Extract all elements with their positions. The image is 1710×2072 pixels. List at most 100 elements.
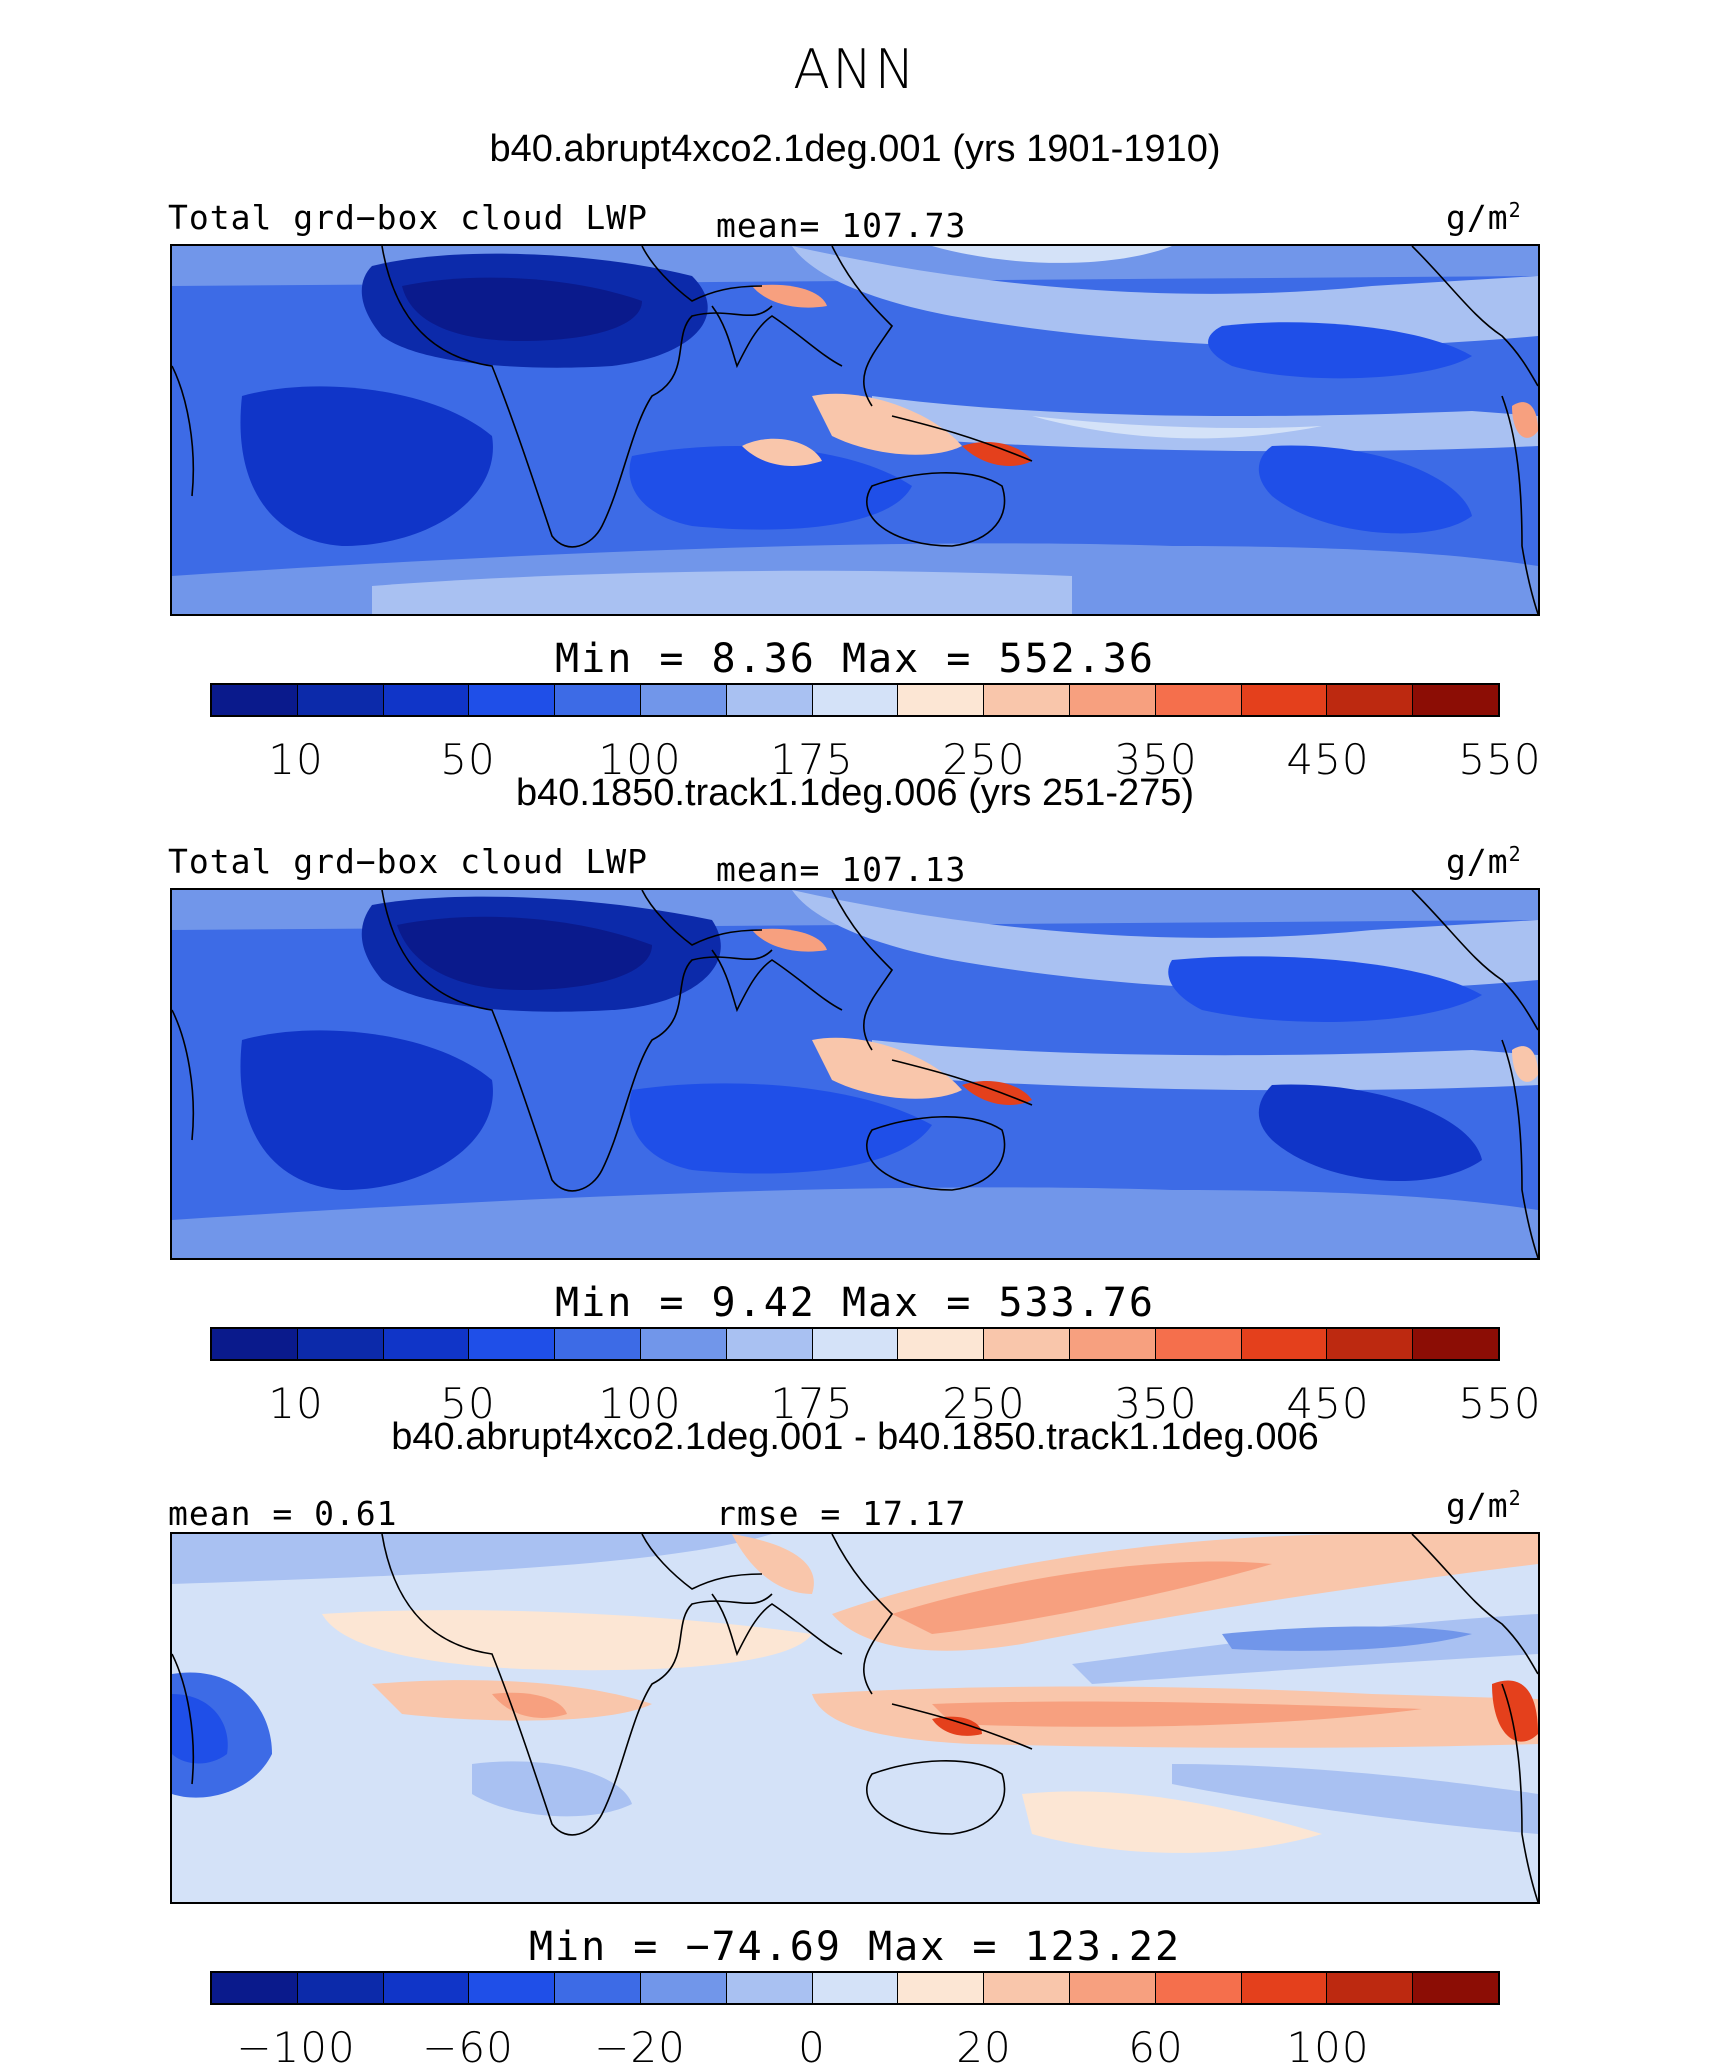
field-region <box>1492 1680 1538 1742</box>
colorbar-swatch <box>1413 685 1498 715</box>
field-region <box>962 441 1032 466</box>
panel-3-map <box>170 1532 1540 1904</box>
field-region <box>932 1716 982 1736</box>
colorbar-swatch <box>726 685 813 715</box>
colorbar-tick-label: 250 <box>942 1379 1026 1428</box>
panel-2-map-svg <box>172 890 1538 1258</box>
colorbar-swatch <box>383 1329 470 1359</box>
coastlines <box>172 246 1538 614</box>
colorbar-tick-label: −60 <box>422 2023 514 2072</box>
field-region <box>732 1534 814 1594</box>
panel-3-rmse-label: rmse = 17.17 <box>716 1494 967 1533</box>
colorbar-swatch <box>812 1329 899 1359</box>
field-region <box>872 396 1538 452</box>
field-region <box>240 1030 493 1190</box>
colorbar-tick-label: 175 <box>770 735 854 784</box>
colorbar-swatch <box>1241 1329 1328 1359</box>
colorbar-tick-label: 100 <box>598 1379 682 1428</box>
colorbar-tick-label: 350 <box>1114 735 1198 784</box>
colorbar-tick-label: 550 <box>1458 1379 1542 1428</box>
field-region <box>892 1561 1272 1634</box>
colorbar-tick-label: 20 <box>956 2023 1012 2072</box>
field-region <box>752 284 827 308</box>
colorbar-swatch <box>212 685 298 715</box>
field-region <box>397 916 652 990</box>
colorbar-tick-label: 250 <box>942 735 1026 784</box>
field-region <box>962 1080 1032 1105</box>
colorbar-tick-label: 10 <box>268 1379 324 1428</box>
colorbar-swatch <box>212 1329 298 1359</box>
panel-3-map-svg <box>172 1534 1538 1902</box>
panel-1-minmax: Min = 8.36 Max = 552.36 <box>555 636 1155 682</box>
field-region <box>1208 322 1472 379</box>
field-region <box>172 1187 1538 1258</box>
field-region <box>1022 1791 1322 1853</box>
panel-1-units-label: g/m2 <box>1446 198 1522 237</box>
colorbar-swatch <box>640 1973 727 2003</box>
colorbar-swatch <box>898 1973 985 2003</box>
panel-1-mean-label: mean= 107.73 <box>716 206 967 245</box>
field-region <box>1512 1046 1538 1082</box>
panel-2-colorbar <box>210 1327 1500 1361</box>
units-exponent: 2 <box>1508 1486 1522 1510</box>
colorbar-swatch <box>812 1973 899 2003</box>
units-text: g/m <box>1446 842 1509 881</box>
colorbar-tick-label: 50 <box>440 735 496 784</box>
field-region <box>1172 1764 1538 1834</box>
colorbar-swatch <box>469 1973 556 2003</box>
coastlines <box>172 1534 1538 1902</box>
panel-1-colorbar <box>210 683 1500 717</box>
colorbar-swatch <box>640 685 727 715</box>
colorbar-swatch <box>1069 685 1156 715</box>
field-region <box>472 1761 632 1817</box>
units-text: g/m <box>1446 198 1509 237</box>
field-region <box>402 277 642 341</box>
colorbar-swatch <box>297 1973 384 2003</box>
colorbar-swatch <box>1155 1973 1242 2003</box>
panel-3-units-label: g/m2 <box>1446 1486 1522 1525</box>
panel-2-variable-label: Total grd−box cloud LWP <box>168 842 648 881</box>
colorbar-swatch <box>984 1973 1070 2003</box>
colorbar-swatch <box>212 1973 298 2003</box>
colorbar-swatch <box>1413 1329 1498 1359</box>
field-region <box>492 1692 567 1718</box>
field-region <box>872 1040 1538 1091</box>
field-region <box>629 446 912 530</box>
colorbar-swatch <box>984 685 1070 715</box>
coastlines <box>172 890 1538 1258</box>
colorbar-tick-label: 100 <box>598 735 682 784</box>
colorbar-swatch <box>469 1329 556 1359</box>
colorbar-swatch <box>1069 1329 1156 1359</box>
field-region <box>752 928 827 952</box>
colorbar-tick-label: 175 <box>770 1379 854 1428</box>
colorbar-tick-label: 50 <box>440 1379 496 1428</box>
colorbar-tick-label: 100 <box>1286 2023 1370 2072</box>
colorbar-swatch <box>555 1973 641 2003</box>
colorbar-swatch <box>555 1329 641 1359</box>
units-text: g/m <box>1446 1486 1509 1525</box>
colorbar-swatch <box>297 1329 384 1359</box>
colorbar-swatch <box>297 685 384 715</box>
field-region <box>1258 1084 1482 1182</box>
colorbar-swatch <box>1155 685 1242 715</box>
colorbar-swatch <box>898 1329 985 1359</box>
colorbar-tick-label: 450 <box>1286 1379 1370 1428</box>
field-region <box>322 1610 812 1671</box>
field-region <box>172 1534 772 1584</box>
panel-2-units-label: g/m2 <box>1446 842 1522 881</box>
colorbar-tick-label: −20 <box>594 2023 686 2072</box>
figure-title: ANN <box>793 38 917 101</box>
panel-1-variable-label: Total grd−box cloud LWP <box>168 198 648 237</box>
colorbar-swatch <box>726 1329 813 1359</box>
colorbar-swatch <box>555 685 641 715</box>
colorbar-swatch <box>726 1973 813 2003</box>
field-region <box>240 386 493 546</box>
colorbar-swatch <box>1155 1329 1242 1359</box>
colorbar-swatch <box>1241 1973 1328 2003</box>
field-region <box>1222 1626 1472 1651</box>
panel-1-case-title: b40.abrupt4xco2.1deg.001 (yrs 1901-1910) <box>489 128 1221 170</box>
panel-1-map <box>170 244 1540 616</box>
colorbar-tick-label: 450 <box>1286 735 1370 784</box>
field-region <box>1168 956 1482 1022</box>
colorbar-tick-label: 550 <box>1458 735 1542 784</box>
